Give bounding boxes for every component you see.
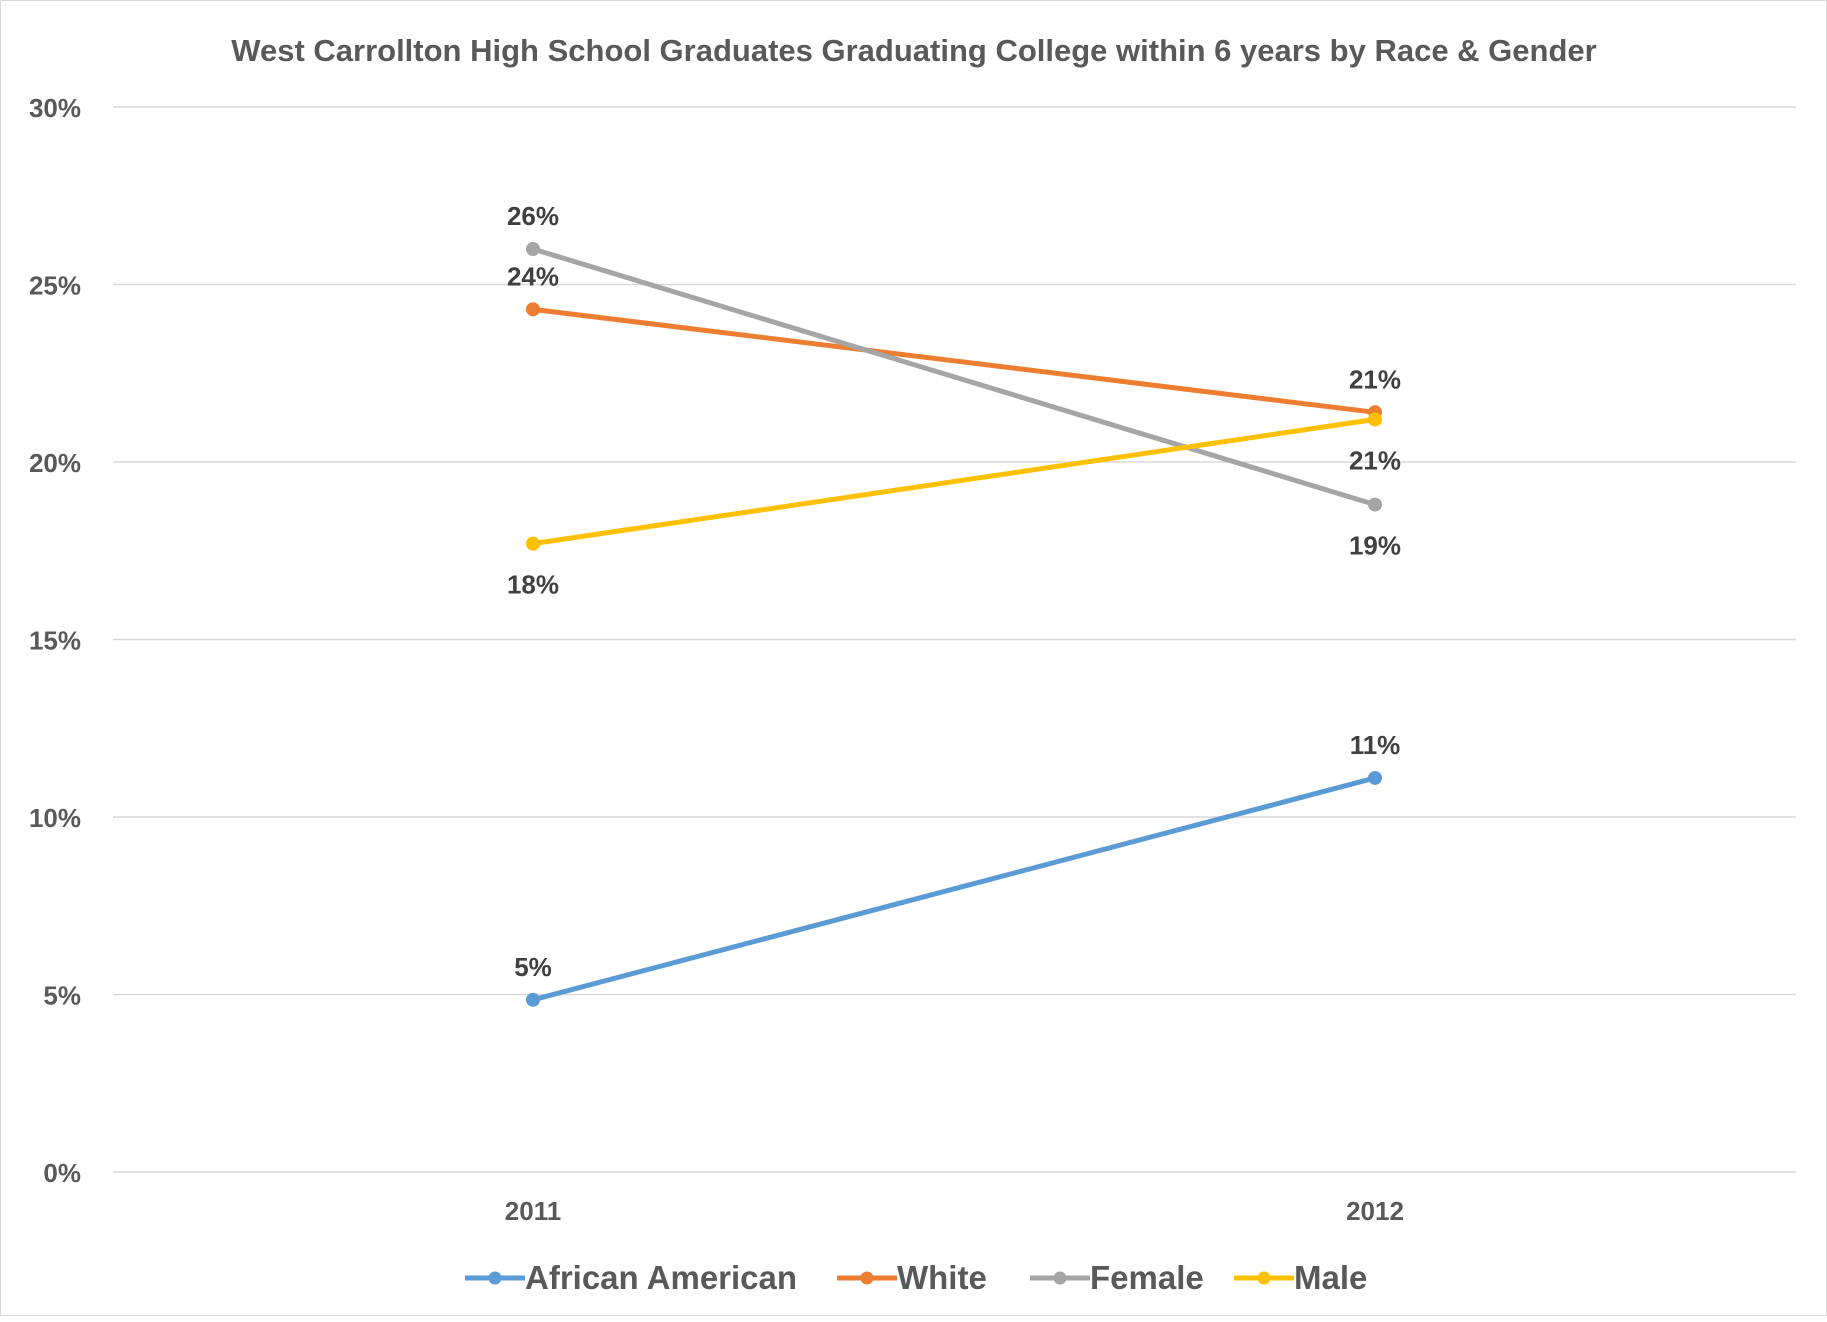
legend-label: African American — [525, 1259, 797, 1296]
data-label: 24% — [507, 261, 559, 291]
legend-swatch-marker — [1257, 1271, 1271, 1285]
y-tick-label: 25% — [29, 271, 81, 301]
series-line — [530, 416, 1378, 547]
data-labels: 5% 11% 24% 21% 26% 19% 18% 21% — [507, 201, 1401, 982]
series-line — [530, 775, 1378, 1003]
legend-label: Male — [1294, 1259, 1367, 1296]
data-label: 5% — [514, 952, 552, 982]
legend-swatch-marker — [488, 1271, 502, 1285]
data-point — [1368, 497, 1382, 512]
data-label: 19% — [1349, 531, 1401, 561]
data-label: 21% — [1349, 364, 1401, 394]
series-markers — [526, 242, 1382, 1007]
data-label: 21% — [1349, 445, 1401, 475]
legend-label: White — [897, 1259, 987, 1296]
y-tick-label: 0% — [43, 1158, 81, 1188]
data-point — [526, 992, 540, 1007]
y-tick-label: 30% — [29, 93, 81, 123]
series-line — [530, 246, 1378, 508]
x-tick-label: 2012 — [1346, 1196, 1404, 1226]
y-tick-label: 5% — [43, 981, 81, 1011]
data-point — [526, 302, 540, 317]
legend-label: Female — [1090, 1259, 1204, 1296]
chart-title: West Carrollton High School Graduates Gr… — [231, 33, 1596, 68]
series-lines — [530, 246, 1378, 1003]
data-label: 18% — [507, 570, 559, 600]
y-tick-label: 10% — [29, 803, 81, 833]
data-label: 26% — [507, 201, 559, 231]
y-axis: 0% 5% 10% 15% 20% 25% 30% — [29, 93, 81, 1188]
legend-item: White — [837, 1259, 987, 1296]
legend-item: Male — [1234, 1259, 1367, 1296]
gridlines — [113, 106, 1796, 1173]
data-point — [1368, 770, 1382, 785]
x-tick-label: 2011 — [505, 1196, 561, 1226]
legend-item: Female — [1030, 1259, 1204, 1296]
y-tick-label: 15% — [29, 626, 81, 656]
series-line — [530, 306, 1378, 415]
y-tick-label: 20% — [29, 448, 81, 478]
x-axis: 2011 2012 — [505, 1196, 1404, 1226]
data-point — [526, 536, 540, 551]
data-point — [526, 242, 540, 256]
data-point — [1368, 412, 1382, 427]
legend: African American White Female Male — [465, 1259, 1367, 1296]
data-label: 11% — [1350, 730, 1401, 760]
legend-item: African American — [465, 1259, 797, 1296]
legend-swatch-marker — [860, 1271, 874, 1285]
legend-swatch-marker — [1053, 1271, 1067, 1285]
